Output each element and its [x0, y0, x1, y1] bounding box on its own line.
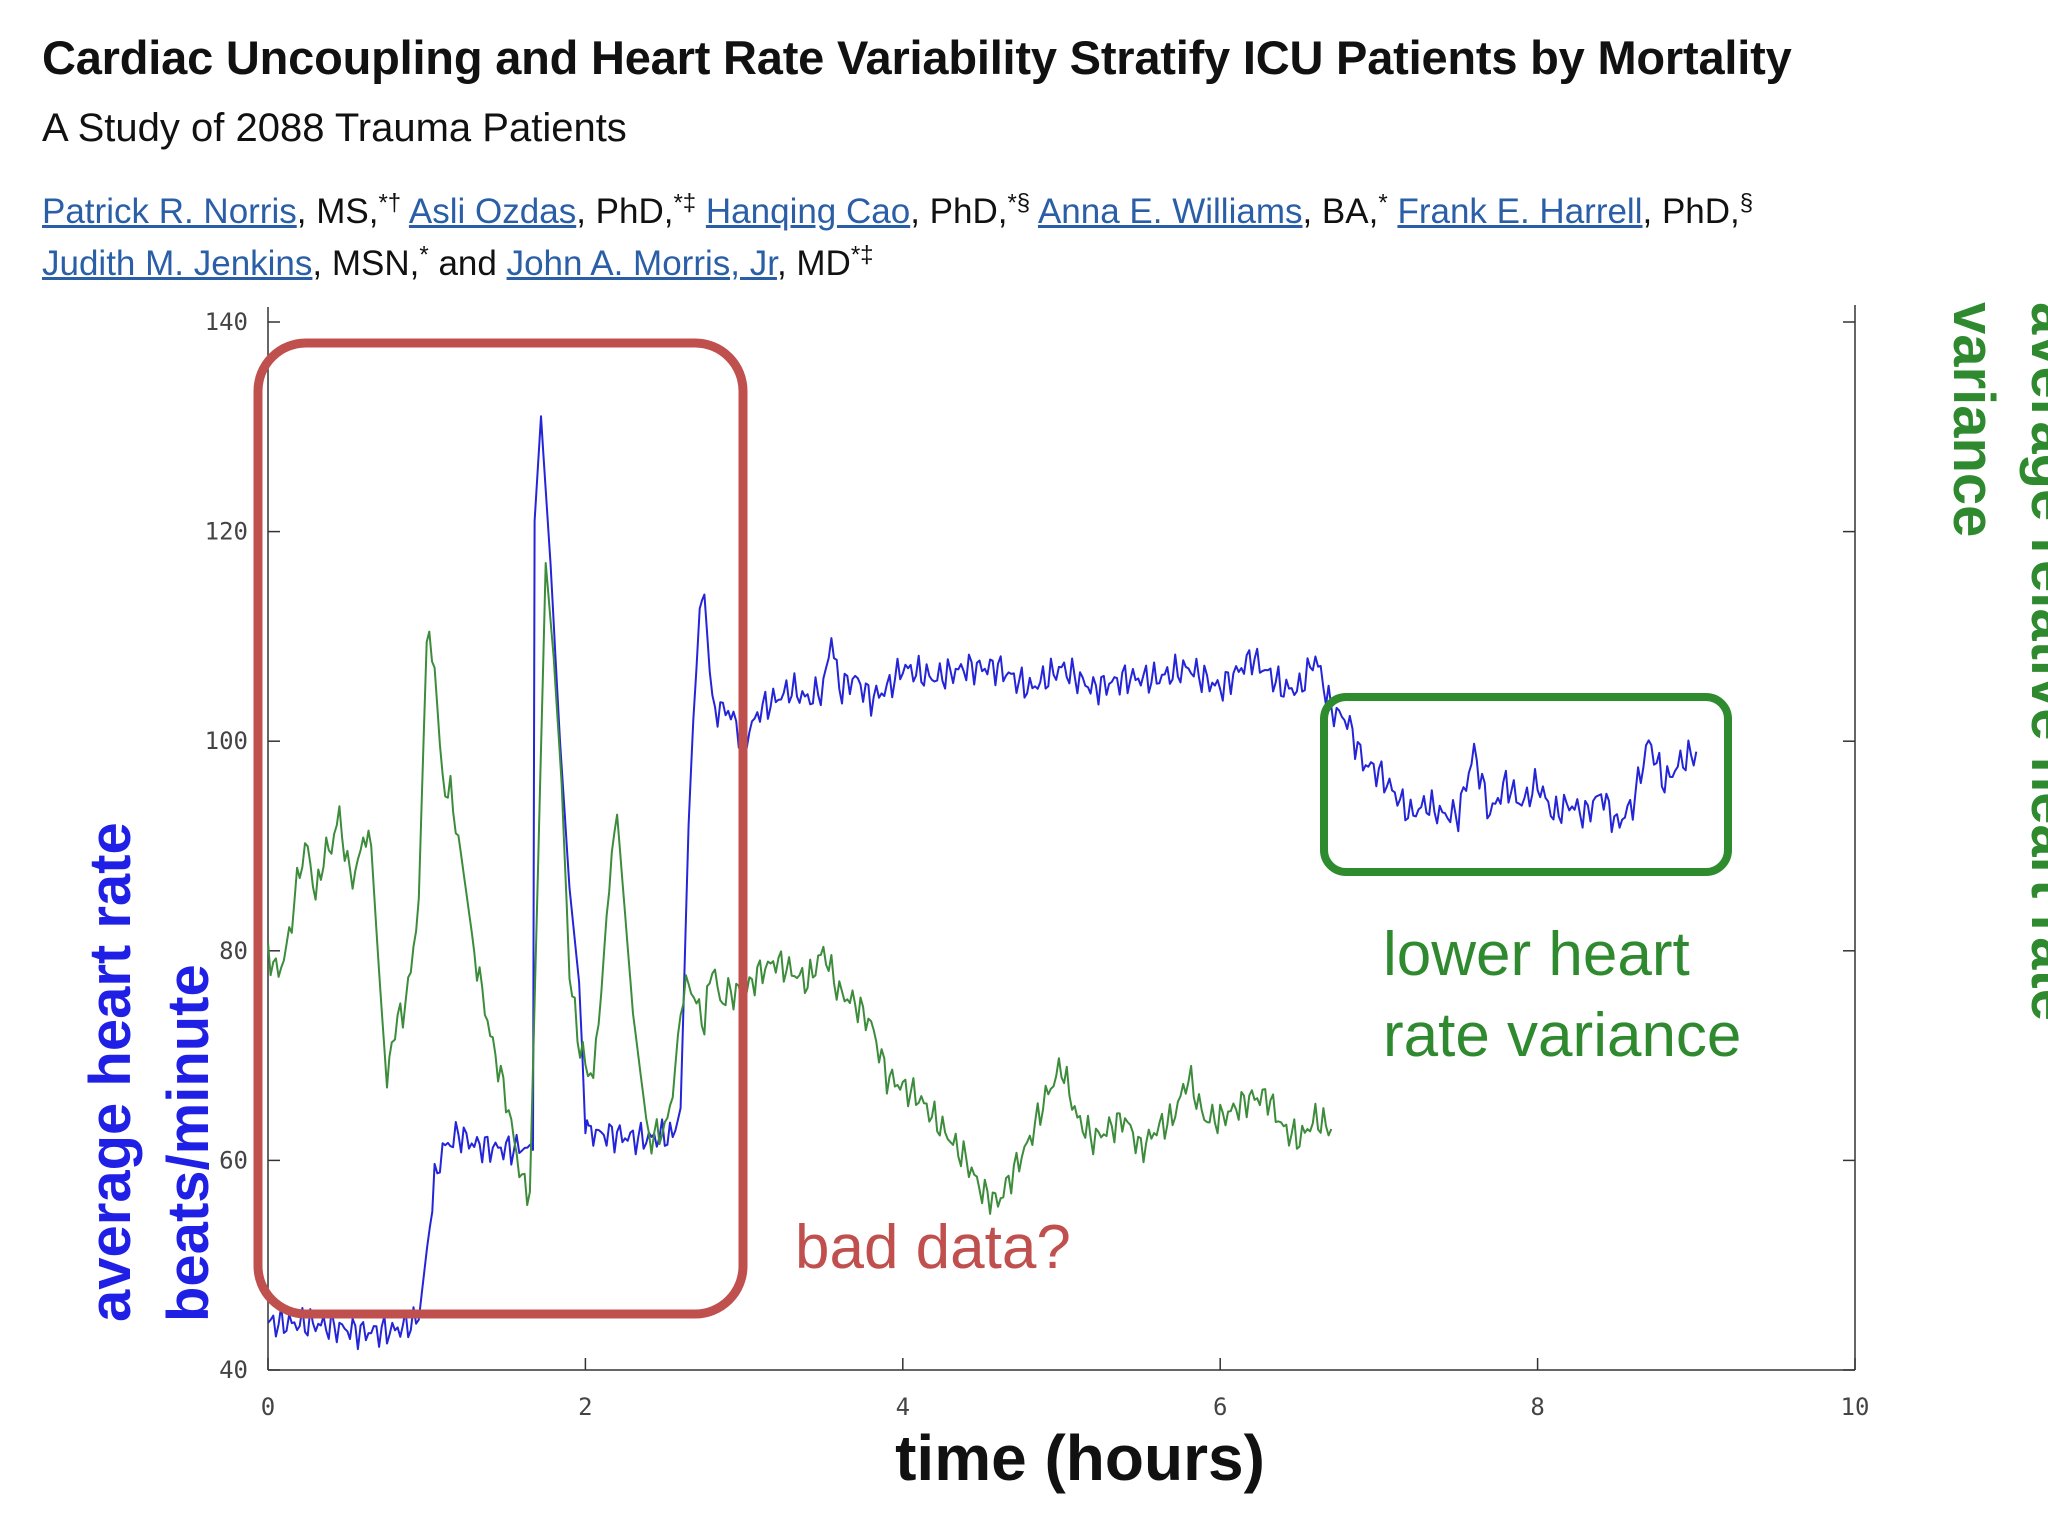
low-variance-label-line2: rate variance [1383, 1001, 1741, 1070]
author-affiliation-marks: § [1739, 189, 1754, 217]
author-list: Patrick R. Norris, MS,*† Asli Ozdas, PhD… [42, 186, 2002, 290]
author-affiliation-marks: * [1378, 189, 1388, 217]
author-name-link[interactable]: John A. Morris, Jr [506, 244, 777, 283]
author-entry: Judith M. Jenkins, MSN,* [42, 241, 438, 283]
author-degree: , MS, [296, 192, 379, 231]
x-tick-label: 8 [1530, 1393, 1544, 1421]
bad-data-box [253, 338, 748, 1319]
author-entry: Frank E. Harrell, PhD,§ [1397, 189, 1754, 231]
author-degree: , PhD, [1642, 192, 1740, 231]
right-axis-title: average relative heart rate variance [1941, 302, 2048, 1021]
x-tick-label: 4 [896, 1393, 910, 1421]
author-name-link[interactable]: Asli Ozdas [408, 192, 577, 231]
author-name-link[interactable]: Anna E. Williams [1037, 192, 1303, 231]
annotation-layer: bad data? lower heart rate variance [253, 338, 1741, 1319]
x-tick-label: 10 [1841, 1393, 1870, 1421]
left-axis-title-line1: average heart rate [78, 822, 143, 1322]
left-axis-title: average heart rate beats/minute [78, 822, 221, 1322]
author-affiliation-marks: *† [378, 189, 402, 217]
author-entry: Asli Ozdas, PhD,*‡ [408, 189, 706, 231]
low-variance-label-line1: lower heart [1383, 920, 1690, 989]
author-entry: Patrick R. Norris, MS,*† [42, 189, 409, 231]
author-degree: , MD [776, 244, 851, 283]
author-affiliation-marks: *§ [1007, 189, 1031, 217]
author-name-link[interactable]: Judith M. Jenkins [42, 244, 313, 283]
author-name-link[interactable]: Frank E. Harrell [1397, 192, 1643, 231]
y-tick-label: 100 [205, 727, 248, 755]
series-layer [267, 415, 1698, 1351]
y-tick-label: 120 [205, 518, 248, 546]
y-tick-label: 60 [219, 1146, 248, 1174]
right-axis-title-line2: variance [1941, 302, 2006, 537]
author-affiliation-marks: *‡ [850, 241, 874, 269]
y-tick-label: 140 [205, 308, 248, 336]
x-tick-label: 0 [261, 1393, 275, 1421]
paper-title: Cardiac Uncoupling and Heart Rate Variab… [42, 31, 1792, 84]
left-axis-title-line2: beats/minute [156, 964, 221, 1322]
x-tick-label: 6 [1213, 1393, 1227, 1421]
paper-subtitle: A Study of 2088 Trauma Patients [42, 106, 627, 150]
plot-frame [267, 305, 1856, 1371]
x-tick-label: 2 [578, 1393, 592, 1421]
author-affiliation-marks: *‡ [673, 189, 697, 217]
author-degree: , BA, [1302, 192, 1379, 231]
series-heart-rate-line [267, 415, 1698, 1351]
axis-ticks: 0 2 4 6 8 10 40 60 80 100 120 140 [205, 308, 1870, 1421]
y-tick-label: 40 [219, 1356, 248, 1384]
x-axis-title: time (hours) [895, 1422, 1265, 1494]
author-entry: Anna E. Williams, BA,* [1037, 189, 1397, 231]
author-degree: , MSN, [312, 244, 420, 283]
low-variance-box [1320, 693, 1732, 876]
author-and: and [438, 244, 507, 283]
bad-data-label: bad data? [795, 1213, 1071, 1282]
author-degree: , PhD, [576, 192, 674, 231]
author-entry: Hanqing Cao, PhD,*§ [705, 189, 1038, 231]
y-tick-label: 80 [219, 937, 248, 965]
author-name-link[interactable]: Patrick R. Norris [42, 192, 297, 231]
right-axis-title-line1: average relative heart rate [2019, 302, 2048, 1021]
author-affiliation-marks: * [419, 241, 429, 269]
series-hr-variance-line [267, 562, 1333, 1215]
author-degree: , PhD, [910, 192, 1008, 231]
author-name-link[interactable]: Hanqing Cao [705, 192, 911, 231]
author-entry: and John A. Morris, Jr, MD*‡ [438, 241, 874, 283]
